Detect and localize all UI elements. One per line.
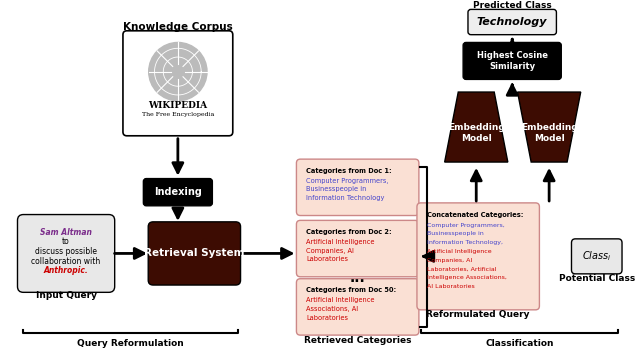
FancyBboxPatch shape <box>148 222 241 285</box>
Text: to: to <box>62 237 70 246</box>
FancyBboxPatch shape <box>417 203 540 310</box>
FancyBboxPatch shape <box>143 179 212 206</box>
FancyBboxPatch shape <box>572 239 622 274</box>
Text: Categories from Doc 50:: Categories from Doc 50: <box>306 287 396 293</box>
Text: Highest Cosine
Similarity: Highest Cosine Similarity <box>477 51 548 71</box>
Text: Artificial Intelligence: Artificial Intelligence <box>427 249 492 254</box>
Text: Classification: Classification <box>485 339 554 348</box>
Text: Embedding
Model: Embedding Model <box>521 123 577 143</box>
Text: WIKIPEDIA: WIKIPEDIA <box>148 101 207 110</box>
Text: Technology: Technology <box>477 17 547 27</box>
Text: Computer Programmers,: Computer Programmers, <box>306 177 388 183</box>
Text: Potential Class: Potential Class <box>559 274 635 283</box>
Text: Knowledge Corpus: Knowledge Corpus <box>123 22 233 32</box>
FancyBboxPatch shape <box>463 42 561 79</box>
Text: Artificial Intelligence: Artificial Intelligence <box>306 239 374 245</box>
Text: Artificial Intelligence: Artificial Intelligence <box>306 297 374 303</box>
Text: Businesspeople in: Businesspeople in <box>306 186 367 192</box>
Text: Businesspeople in: Businesspeople in <box>427 231 483 237</box>
FancyBboxPatch shape <box>17 215 115 292</box>
Circle shape <box>148 42 207 101</box>
Text: Retrieval System: Retrieval System <box>144 248 244 259</box>
Text: Laboratories: Laboratories <box>306 315 348 321</box>
Text: Information Technology,: Information Technology, <box>427 240 502 245</box>
Text: Associations, AI: Associations, AI <box>306 306 358 312</box>
FancyBboxPatch shape <box>468 9 556 35</box>
FancyBboxPatch shape <box>296 279 419 335</box>
Text: The Free Encyclopedia: The Free Encyclopedia <box>141 112 214 117</box>
Text: AI Laboratories: AI Laboratories <box>427 284 474 289</box>
Text: Computer Programmers,: Computer Programmers, <box>427 223 504 228</box>
Text: $\mathit{Class}_i$: $\mathit{Class}_i$ <box>582 250 611 263</box>
Text: Concatenated Categories:: Concatenated Categories: <box>427 212 523 218</box>
FancyBboxPatch shape <box>123 31 233 136</box>
Text: Companies, AI: Companies, AI <box>306 247 354 254</box>
Text: Information Technology: Information Technology <box>306 195 385 201</box>
Text: Intelligence Associations,: Intelligence Associations, <box>427 275 506 280</box>
Text: Query Reformulation: Query Reformulation <box>77 339 184 348</box>
Text: Categories from Doc 2:: Categories from Doc 2: <box>306 229 392 235</box>
Text: discuss possible: discuss possible <box>35 247 97 256</box>
Text: Indexing: Indexing <box>154 187 202 197</box>
Text: Sam Altman: Sam Altman <box>40 228 92 237</box>
Text: Laboratories, Artificial: Laboratories, Artificial <box>427 267 496 271</box>
FancyBboxPatch shape <box>296 159 419 215</box>
Text: Reformulated Query: Reformulated Query <box>426 310 530 319</box>
Text: Laboratories: Laboratories <box>306 256 348 262</box>
Polygon shape <box>518 92 580 162</box>
Text: Retrieved Categories: Retrieved Categories <box>304 337 412 346</box>
FancyBboxPatch shape <box>296 220 419 277</box>
Polygon shape <box>445 92 508 162</box>
Text: Categories from Doc 1:: Categories from Doc 1: <box>306 168 392 174</box>
Text: Embedding
Model: Embedding Model <box>448 123 504 143</box>
Text: Companies, AI: Companies, AI <box>427 258 472 263</box>
Text: ...: ... <box>350 271 365 285</box>
Text: Input Query: Input Query <box>36 291 97 300</box>
Text: Predicted Class: Predicted Class <box>473 1 552 10</box>
Text: Anthropic.: Anthropic. <box>44 267 88 275</box>
Text: collaboration with: collaboration with <box>31 257 100 266</box>
